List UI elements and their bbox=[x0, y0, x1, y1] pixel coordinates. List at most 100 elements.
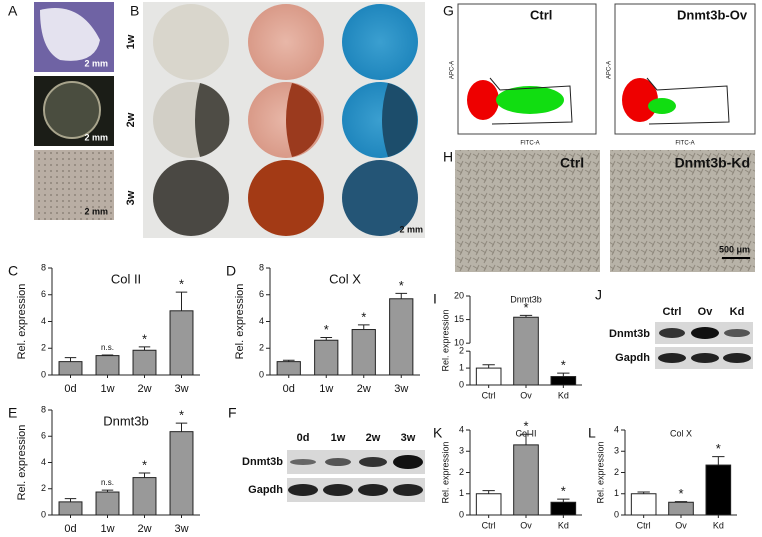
y-tick-label: 2 bbox=[41, 483, 46, 493]
error-bar bbox=[637, 491, 650, 494]
y-axis-label: Rel. expression bbox=[16, 284, 28, 360]
error-bar bbox=[395, 292, 408, 299]
error-bar bbox=[101, 354, 114, 356]
error-bar bbox=[282, 359, 295, 362]
x-tick-label: Ctrl bbox=[482, 390, 496, 400]
error-bar bbox=[138, 346, 151, 351]
x-tick-label: Ctrl bbox=[637, 520, 651, 530]
panel-g: G Ctrl FITC-A APC-A Dnmt3b-Ov FITC-A APC… bbox=[443, 3, 756, 147]
x-tick-label: 1w bbox=[100, 523, 114, 535]
y-tick-label: 4 bbox=[459, 424, 464, 434]
error-bar bbox=[519, 314, 533, 318]
y-tick-label: 8 bbox=[41, 262, 46, 272]
panel-letter: D bbox=[226, 263, 236, 279]
error-bar bbox=[138, 472, 151, 478]
panel-h: H Ctrl Dnmt3b-Kd 500 μm bbox=[443, 149, 755, 272]
panel-letter: I bbox=[433, 291, 437, 307]
x-tick-label: 2w bbox=[137, 383, 151, 395]
y-tick-label: 4 bbox=[41, 457, 46, 467]
chart-title: Col X bbox=[329, 271, 361, 286]
y-tick-label: 2 bbox=[459, 467, 464, 477]
y-tick-label: 2 bbox=[614, 467, 619, 477]
lane-label: 3w bbox=[401, 432, 416, 444]
y-label: APC-A bbox=[450, 61, 456, 79]
y-tick-label: 0 bbox=[614, 509, 619, 519]
error-bar bbox=[175, 422, 188, 432]
bar bbox=[276, 361, 301, 376]
y-tick-label: 4 bbox=[41, 316, 46, 326]
lane-label: 0d bbox=[297, 432, 310, 444]
y-tick-label: 3 bbox=[614, 446, 619, 456]
pellet bbox=[43, 81, 101, 139]
bar bbox=[513, 444, 539, 516]
y-tick-label: 15 bbox=[454, 314, 464, 324]
x-tick-label: Kd bbox=[558, 390, 569, 400]
x-tick-label: 2w bbox=[357, 383, 371, 395]
error-bar bbox=[175, 291, 188, 311]
bar bbox=[513, 316, 539, 386]
annotation: * bbox=[678, 486, 683, 501]
x-tick-label: 3w bbox=[174, 383, 188, 395]
y-tick-label: 6 bbox=[259, 289, 264, 299]
y-tick-label: 0 bbox=[459, 379, 464, 389]
y-tick-label: 8 bbox=[259, 262, 264, 272]
error-bar bbox=[482, 364, 495, 369]
y-tick-label: 2 bbox=[259, 343, 264, 353]
annotation: * bbox=[523, 300, 528, 315]
y-tick-label: 1 bbox=[459, 488, 464, 498]
y-tick-label: 4 bbox=[259, 316, 264, 326]
annotation: * bbox=[179, 277, 184, 292]
error-bar bbox=[674, 501, 688, 503]
error-bar bbox=[357, 324, 370, 330]
y-axis-label: Rel. expression bbox=[595, 441, 605, 503]
panel-a: A 2 mm 2 mm 2 mm bbox=[8, 2, 114, 220]
plot-title: Dnmt3b-Ov bbox=[677, 7, 748, 22]
x-tick-label: Ov bbox=[520, 390, 532, 400]
band-label: Dnmt3b bbox=[609, 328, 650, 340]
panel-letter: K bbox=[433, 425, 443, 441]
chart-title: Col II bbox=[515, 428, 536, 438]
bar bbox=[58, 501, 83, 516]
y-tick-label: 0 bbox=[41, 509, 46, 519]
lane-label: Ctrl bbox=[663, 306, 682, 318]
row-label: 2w bbox=[125, 112, 137, 127]
x-tick-label: 0d bbox=[283, 383, 295, 395]
scale-bar-label: 500 μm bbox=[719, 244, 750, 254]
y-tick-label: 6 bbox=[41, 431, 46, 441]
y-tick-label: 1 bbox=[614, 488, 619, 498]
bar bbox=[475, 493, 502, 516]
image-label: Ctrl bbox=[560, 155, 584, 171]
scale-bar-label: 2 mm bbox=[399, 224, 423, 234]
bar bbox=[630, 493, 657, 516]
y-tick-label: 2 bbox=[41, 343, 46, 353]
x-tick-label: Kd bbox=[713, 520, 724, 530]
error-bar bbox=[712, 456, 725, 466]
bar bbox=[351, 329, 376, 376]
bar bbox=[550, 501, 577, 516]
y-axis-label: Rel. expression bbox=[234, 284, 246, 360]
bar bbox=[389, 298, 414, 376]
bar bbox=[668, 501, 694, 516]
error-bar bbox=[64, 357, 77, 362]
error-bar bbox=[482, 490, 495, 494]
bar bbox=[132, 477, 157, 516]
annotation: * bbox=[716, 441, 721, 456]
error-bar bbox=[101, 489, 114, 493]
y-label: APC-A bbox=[607, 61, 613, 79]
scale-bar-label: 2 mm bbox=[84, 58, 108, 68]
panel-letter: L bbox=[588, 425, 596, 441]
lane-label: Ov bbox=[698, 306, 714, 318]
x-tick-label: 3w bbox=[394, 383, 408, 395]
y-tick-label: 6 bbox=[41, 289, 46, 299]
x-tick-label: Ov bbox=[675, 520, 687, 530]
annotation: * bbox=[523, 419, 528, 434]
panel-letter: C bbox=[8, 263, 18, 279]
bar bbox=[314, 339, 339, 376]
y-tick-label: 1 bbox=[459, 362, 464, 372]
x-label: FITC-A bbox=[520, 141, 539, 147]
y-axis-label: Rel. expression bbox=[16, 425, 28, 501]
x-tick-label: 0d bbox=[64, 523, 76, 535]
panel-j: J Ctrl Ov Kd Dnmt3b Gapdh bbox=[595, 287, 753, 369]
annotation: n.s. bbox=[101, 343, 114, 352]
